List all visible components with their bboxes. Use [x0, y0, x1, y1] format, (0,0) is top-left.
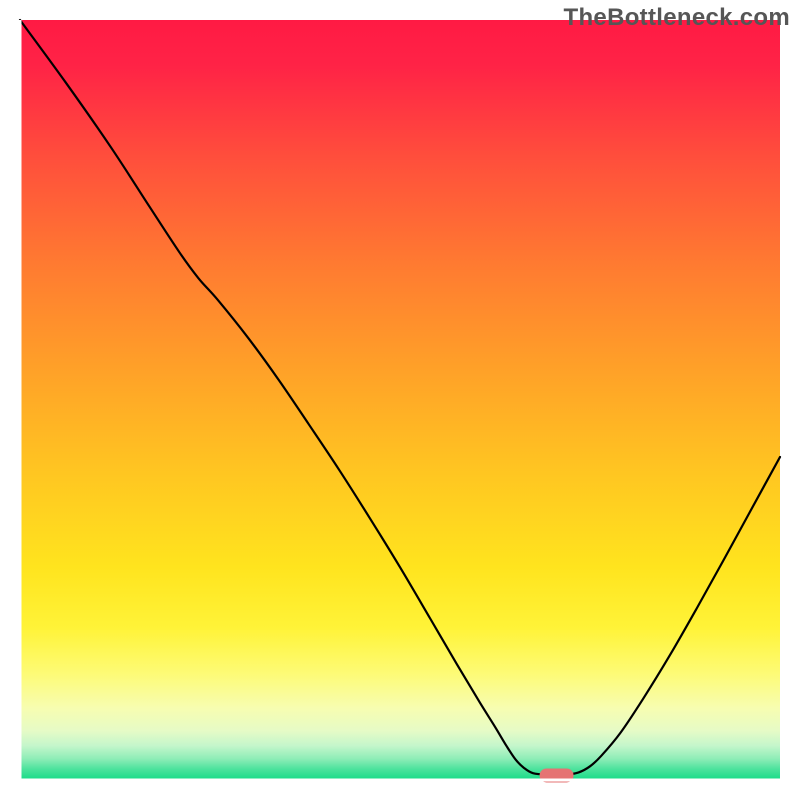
bottleneck-chart: TheBottleneck.com [0, 0, 800, 800]
chart-background [20, 20, 780, 780]
chart-svg [0, 0, 800, 800]
